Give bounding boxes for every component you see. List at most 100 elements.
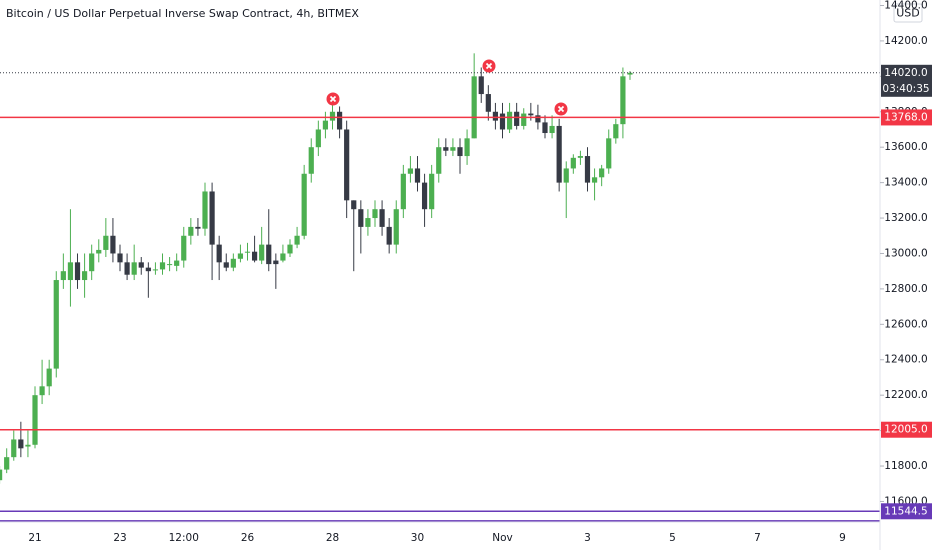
candle-body bbox=[485, 94, 491, 112]
x-tick-label: 5 bbox=[669, 532, 676, 544]
x-tick-label: 9 bbox=[839, 532, 846, 544]
y-tick-label: 12600.0 bbox=[884, 318, 927, 330]
candle-body bbox=[11, 439, 17, 458]
candle-body bbox=[32, 395, 38, 445]
candle-body bbox=[74, 262, 81, 281]
candle-body bbox=[25, 444, 31, 447]
candle-body bbox=[117, 253, 123, 263]
candle-body bbox=[407, 168, 414, 174]
candle-body bbox=[627, 72, 633, 75]
candle-body bbox=[81, 271, 88, 281]
candle-body bbox=[159, 262, 166, 270]
candle-body bbox=[301, 173, 307, 236]
x-tick-label: Nov bbox=[492, 532, 513, 544]
plot bbox=[0, 53, 880, 522]
candle-body bbox=[89, 253, 95, 272]
candle-body bbox=[613, 124, 619, 139]
candle-body bbox=[464, 138, 470, 157]
event-marker bbox=[326, 92, 340, 106]
candle-body bbox=[216, 244, 222, 263]
candle-body bbox=[549, 125, 555, 134]
candle-body bbox=[244, 251, 251, 253]
candle-body bbox=[53, 280, 59, 369]
candle-body bbox=[174, 260, 180, 266]
x-tick-label: 21 bbox=[28, 532, 41, 544]
x-tick-label: 26 bbox=[241, 532, 255, 544]
candle-body bbox=[556, 125, 562, 183]
candle-body bbox=[542, 122, 548, 134]
candle-body bbox=[46, 368, 52, 387]
candle-body bbox=[351, 200, 357, 210]
currency-button[interactable] bbox=[893, 3, 923, 23]
candle-body bbox=[336, 111, 343, 130]
price-line-label: 12005.0 bbox=[884, 424, 927, 436]
candle-body bbox=[266, 244, 272, 265]
candle-body bbox=[528, 113, 534, 116]
candle-body bbox=[450, 147, 456, 151]
candle-body bbox=[400, 173, 406, 210]
candle-body bbox=[124, 262, 130, 275]
y-tick-label: 12400.0 bbox=[884, 354, 927, 366]
candle-body bbox=[535, 115, 541, 123]
y-tick-label: 13000.0 bbox=[884, 247, 927, 259]
candle-body bbox=[421, 182, 428, 210]
candle-body bbox=[294, 235, 300, 245]
candle-body bbox=[251, 251, 258, 261]
candle-body bbox=[344, 129, 350, 201]
candle-body bbox=[18, 439, 24, 449]
candle-body bbox=[457, 147, 463, 157]
candle-body bbox=[60, 271, 66, 281]
candle-body bbox=[329, 111, 336, 121]
y-tick-label: 13600.0 bbox=[884, 141, 927, 153]
candle-body bbox=[152, 269, 159, 271]
x-tick-label: 3 bbox=[584, 532, 591, 544]
candle-body bbox=[506, 111, 513, 130]
candle-body bbox=[478, 76, 484, 95]
candle-body bbox=[145, 267, 151, 272]
last-price-tag bbox=[881, 64, 932, 97]
candle-body bbox=[365, 218, 371, 227]
candle-body bbox=[0, 469, 3, 481]
candle-body bbox=[67, 262, 74, 281]
x-tick-label: 28 bbox=[326, 532, 339, 544]
y-tick-label: 12200.0 bbox=[884, 389, 927, 401]
candle-body bbox=[237, 253, 244, 259]
candle-body bbox=[386, 226, 392, 245]
y-tick-label: 13400.0 bbox=[884, 177, 927, 189]
y-tick-label: 13200.0 bbox=[884, 212, 927, 224]
candle-body bbox=[577, 156, 584, 158]
candle-body bbox=[414, 168, 421, 183]
candle-body bbox=[287, 244, 293, 254]
price-line-label: 11544.5 bbox=[884, 505, 927, 517]
candle-body bbox=[138, 262, 144, 268]
event-marker bbox=[482, 59, 496, 73]
x-tick-label: 30 bbox=[411, 532, 424, 544]
y-tick-label: 14400.0 bbox=[884, 0, 927, 11]
candle-body bbox=[322, 120, 329, 130]
countdown-label: 03:40:35 bbox=[882, 83, 929, 95]
candle-body bbox=[563, 168, 569, 183]
x-tick-label: 12:00 bbox=[169, 532, 199, 544]
candle-body bbox=[521, 113, 527, 126]
candle-body bbox=[358, 209, 364, 227]
candle-body bbox=[202, 191, 208, 229]
candle-body bbox=[103, 235, 109, 250]
currency-label[interactable]: USD bbox=[896, 7, 920, 20]
event-markers bbox=[326, 59, 568, 116]
candle-body bbox=[280, 253, 286, 261]
candle-body bbox=[230, 258, 236, 268]
candle-body bbox=[429, 173, 435, 210]
candle-body bbox=[570, 157, 576, 169]
candle-body bbox=[379, 209, 385, 227]
candle-body bbox=[131, 262, 137, 275]
candle-body bbox=[492, 111, 499, 121]
candle-body bbox=[188, 226, 194, 236]
candle-body bbox=[166, 264, 173, 266]
candle-body bbox=[606, 138, 612, 169]
x-tick-label: 23 bbox=[113, 532, 126, 544]
candle-body bbox=[315, 129, 321, 148]
x-tick-label: 7 bbox=[754, 532, 761, 544]
candle-body bbox=[514, 111, 520, 126]
price-line-label: 13768.0 bbox=[884, 111, 927, 123]
candle-body bbox=[223, 262, 229, 268]
